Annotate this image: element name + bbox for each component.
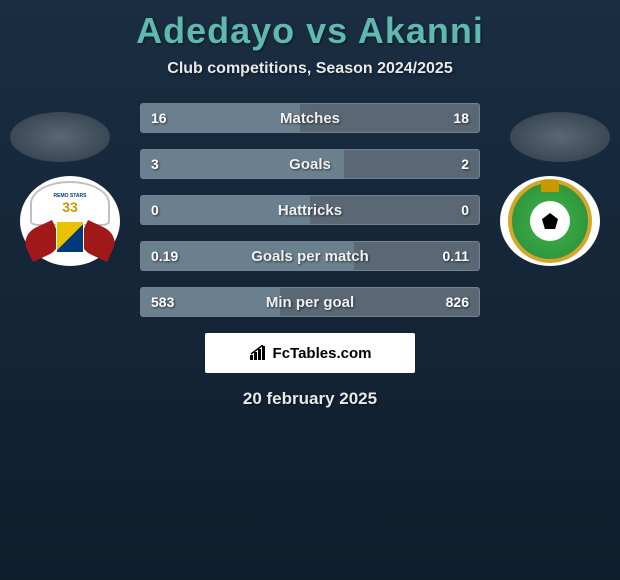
crest-left-icon: REMO STARS 33 [30, 181, 110, 261]
brand-text: FcTables.com [273, 345, 372, 362]
player-right-avatar [510, 112, 610, 162]
stat-value-left: 16 [151, 110, 167, 126]
club-badge-left: REMO STARS 33 [20, 176, 120, 266]
stat-label: Hattricks [278, 202, 342, 219]
stat-value-left: 0.19 [151, 248, 178, 264]
stat-label: Goals per match [251, 248, 369, 265]
stat-value-right: 826 [446, 294, 469, 310]
stat-row: 0.19 Goals per match 0.11 [140, 241, 480, 271]
brand-logo[interactable]: FcTables.com [205, 333, 415, 373]
chart-icon [249, 345, 269, 361]
club-badge-right [500, 176, 600, 266]
page-title: Adedayo vs Akanni [0, 10, 620, 52]
stats-table: 16 Matches 18 3 Goals 2 0 Hattricks 0 0.… [140, 103, 480, 317]
stat-row: 16 Matches 18 [140, 103, 480, 133]
stat-value-right: 0.11 [443, 248, 469, 264]
comparison-card: Adedayo vs Akanni Club competitions, Sea… [0, 0, 620, 419]
stat-label: Goals [289, 156, 331, 173]
stat-value-right: 2 [461, 156, 469, 172]
player-left-avatar [10, 112, 110, 162]
stat-value-left: 0 [151, 202, 159, 218]
stat-row: 0 Hattricks 0 [140, 195, 480, 225]
stat-label: Matches [280, 110, 340, 127]
crest-right-icon [508, 179, 592, 263]
stat-row: 583 Min per goal 826 [140, 287, 480, 317]
stat-value-right: 0 [461, 202, 469, 218]
date-label: 20 february 2025 [0, 389, 620, 409]
stat-row: 3 Goals 2 [140, 149, 480, 179]
stat-value-left: 3 [151, 156, 159, 172]
subtitle: Club competitions, Season 2024/2025 [0, 60, 620, 78]
stat-value-left: 583 [151, 294, 174, 310]
stat-value-right: 18 [453, 110, 469, 126]
stat-label: Min per goal [266, 294, 354, 311]
